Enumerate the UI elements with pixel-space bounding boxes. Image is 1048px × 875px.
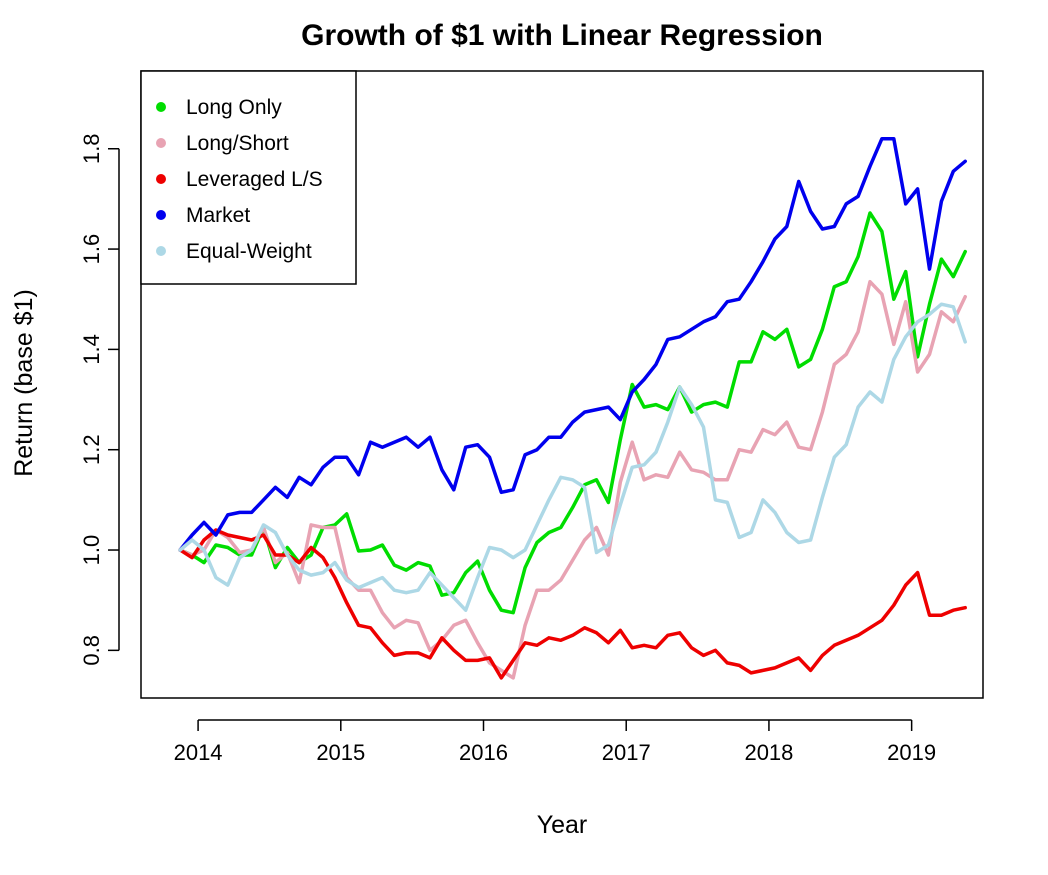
plot-area <box>178 136 967 680</box>
legend-label-long-only: Long Only <box>186 96 282 119</box>
x-axis: 2014 2015 2016 2017 2018 2019 <box>174 719 936 765</box>
x-tick-label: 2015 <box>316 740 365 765</box>
x-tick-label: 2018 <box>744 740 793 765</box>
x-axis-label: Year <box>537 811 588 839</box>
legend-marker-market <box>156 210 166 220</box>
y-tick-label: 1.6 <box>79 234 104 265</box>
series-line-market <box>178 136 967 552</box>
x-tick-label: 2016 <box>459 740 508 765</box>
series-line-leveraged-l-s <box>178 528 967 680</box>
y-axis: 0.8 1.0 1.2 1.4 1.6 1.8 <box>79 133 120 666</box>
x-tick-label: 2019 <box>887 740 936 765</box>
plot-frame <box>140 70 984 699</box>
x-tick-label: 2014 <box>174 740 223 765</box>
series-line-long-only <box>178 211 967 615</box>
legend-marker-leveraged-l-s <box>156 174 166 184</box>
legend-label-equal-weight: Equal-Weight <box>186 240 312 263</box>
legend-label-long-short: Long/Short <box>186 132 289 155</box>
y-tick-label: 1.8 <box>79 133 104 164</box>
legend-marker-long-only <box>156 102 166 112</box>
y-tick-label: 0.8 <box>79 635 104 666</box>
legend-marker-equal-weight <box>156 246 166 256</box>
series-line-long-short <box>178 279 967 680</box>
y-tick-label: 1.0 <box>79 535 104 566</box>
legend-box <box>140 70 357 285</box>
legend-marker-long-short <box>156 138 166 148</box>
chart-title: Growth of $1 with Linear Regression <box>301 19 823 52</box>
legend-label-leveraged-l-s: Leveraged L/S <box>186 168 323 191</box>
y-tick-label: 1.4 <box>79 334 104 365</box>
series-line-equal-weight <box>178 302 967 612</box>
legend: Long Only Long/Short Leveraged L/S Market Eq… <box>140 70 357 285</box>
x-tick-label: 2017 <box>602 740 651 765</box>
y-axis-label: Return (base $1) <box>10 289 38 477</box>
y-tick-label: 1.2 <box>79 434 104 465</box>
legend-label-market: Market <box>186 204 250 227</box>
